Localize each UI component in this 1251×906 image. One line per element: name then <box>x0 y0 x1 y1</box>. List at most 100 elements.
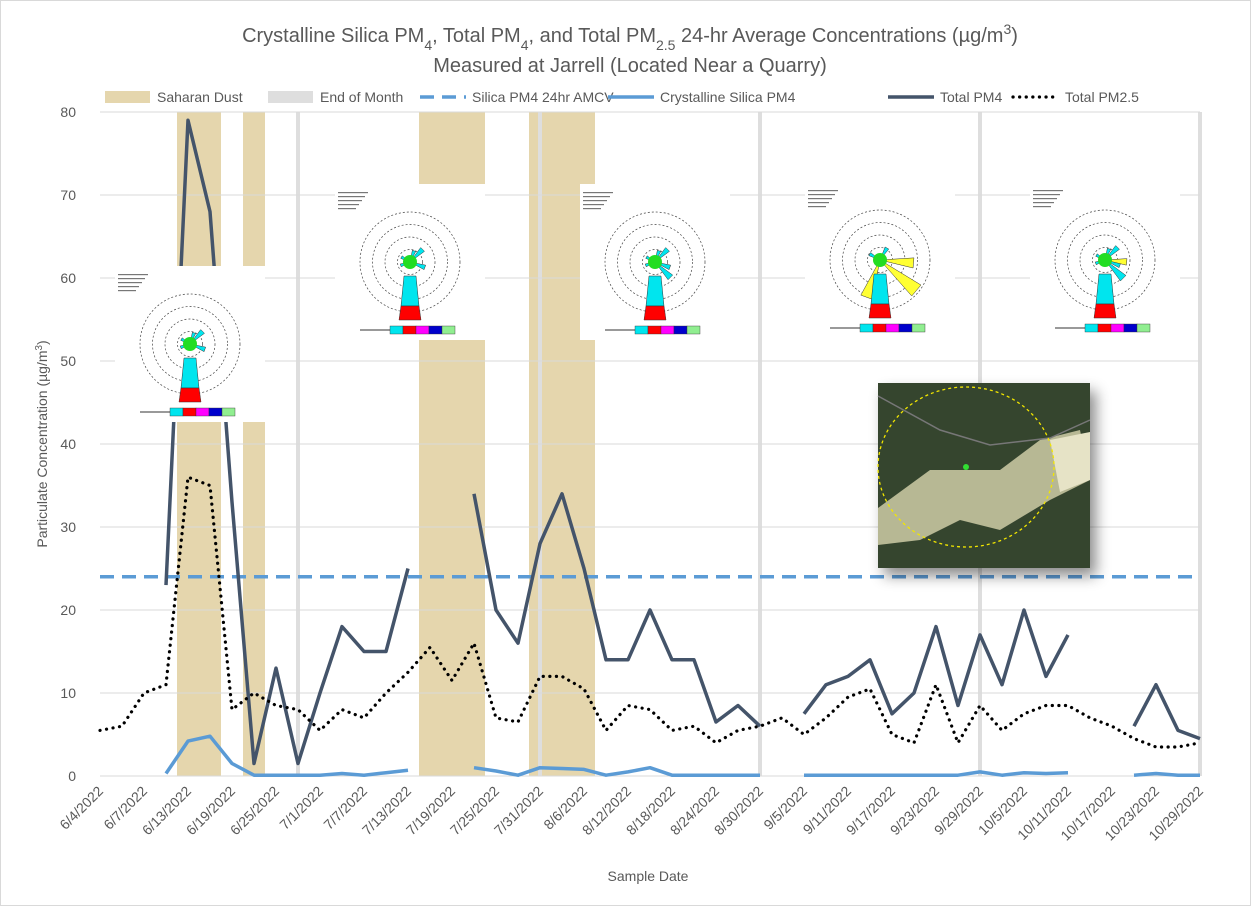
text-run: 3 <box>1003 21 1011 37</box>
wind-rose-scale <box>912 324 925 332</box>
wind-rose-caption <box>1033 206 1051 207</box>
wind-rose-scale <box>183 408 196 416</box>
wind-rose-scale <box>873 324 886 332</box>
legend-swatch <box>105 91 150 103</box>
wind-rose <box>805 182 955 338</box>
y-tick-label: 70 <box>60 187 76 203</box>
wind-rose-caption <box>338 204 359 205</box>
wind-rose-scale <box>196 408 209 416</box>
wind-rose-caption <box>808 194 835 195</box>
chart-subtitle: Measured at Jarrell (Located Near a Quar… <box>433 55 827 77</box>
wind-rose-center <box>873 253 887 267</box>
legend-swatch <box>268 91 313 103</box>
y-tick-label: 40 <box>60 436 76 452</box>
wind-rose-caption <box>118 282 142 283</box>
wind-rose-scale <box>1124 324 1137 332</box>
wind-rose-caption <box>1033 190 1063 191</box>
wind-rose-caption <box>118 278 145 279</box>
wind-rose-scale <box>886 324 899 332</box>
wind-rose-caption <box>1033 198 1057 199</box>
y-axis-label: Particulate Concentration (µg/m3) <box>34 340 51 547</box>
y-tick-label: 50 <box>60 353 76 369</box>
wind-rose-scale <box>416 326 429 334</box>
wind-rose-caption <box>583 204 604 205</box>
wind-rose-scale <box>1111 324 1124 332</box>
text-run: 2.5 <box>656 37 676 53</box>
wind-rose-petal <box>646 276 664 306</box>
wind-rose-caption <box>808 206 826 207</box>
wind-rose-petal <box>1094 304 1116 318</box>
wind-rose-caption <box>583 192 613 193</box>
legend-label: Total PM4 <box>940 89 1002 105</box>
wind-rose-caption <box>1033 202 1054 203</box>
wind-rose-caption <box>583 196 610 197</box>
legend-label: Silica PM4 24hr AMCV <box>472 89 614 105</box>
y-tick-label: 80 <box>60 104 76 120</box>
wind-rose-caption <box>338 192 368 193</box>
wind-rose-scale <box>390 326 403 334</box>
wind-rose-petal <box>401 276 419 306</box>
wind-rose-caption <box>808 198 832 199</box>
wind-rose-caption <box>583 200 607 201</box>
y-tick-label: 20 <box>60 602 76 618</box>
wind-rose <box>115 266 265 422</box>
wind-rose-scale <box>403 326 416 334</box>
wind-rose-petal <box>871 274 889 304</box>
wind-rose-center <box>183 337 197 351</box>
wind-rose-scale <box>170 408 183 416</box>
text-run: , Total PM <box>432 25 521 47</box>
wind-rose-caption <box>338 208 356 209</box>
wind-rose-center <box>648 255 662 269</box>
legend-label: Saharan Dust <box>157 89 243 105</box>
text-run: Crystalline Silica PM <box>242 25 424 47</box>
page: Crystalline Silica PM4, Total PM4, and T… <box>0 0 1251 906</box>
wind-rose-scale <box>648 326 661 334</box>
wind-rose-scale <box>429 326 442 334</box>
wind-rose-petal <box>644 306 666 320</box>
wind-rose-caption <box>338 200 362 201</box>
text-run: ) <box>1011 25 1018 47</box>
text-run: 4 <box>424 37 432 53</box>
wind-rose-petal <box>181 358 199 388</box>
wind-rose-caption <box>118 274 148 275</box>
wind-rose-petal <box>399 306 421 320</box>
wind-rose-center <box>403 255 417 269</box>
text-run: 24-hr Average Concentrations (µg/m <box>675 25 1003 47</box>
legend-label: Total PM2.5 <box>1065 89 1139 105</box>
wind-rose-scale <box>1098 324 1111 332</box>
wind-rose <box>335 184 485 340</box>
legend-label: End of Month <box>320 89 403 105</box>
wind-rose-center <box>1098 253 1112 267</box>
wind-rose-scale <box>209 408 222 416</box>
wind-rose-petal <box>1096 274 1114 304</box>
y-tick-label: 30 <box>60 519 76 535</box>
wind-rose-caption <box>1033 194 1060 195</box>
wind-rose-scale <box>860 324 873 332</box>
text-run: 4 <box>521 37 529 53</box>
wind-rose-scale <box>674 326 687 334</box>
text-run: , and Total PM <box>529 25 656 47</box>
wind-rose-petal <box>869 304 891 318</box>
wind-rose-petal <box>179 388 201 402</box>
wind-rose-caption <box>808 190 838 191</box>
wind-rose-scale <box>442 326 455 334</box>
wind-rose-caption <box>583 208 601 209</box>
wind-rose-scale <box>1085 324 1098 332</box>
wind-rose-scale <box>661 326 674 334</box>
wind-rose-scale <box>899 324 912 332</box>
wind-rose-caption <box>118 290 136 291</box>
wind-rose <box>580 184 730 340</box>
wind-rose-caption <box>808 202 829 203</box>
y-tick-label: 0 <box>68 768 76 784</box>
x-axis-label: Sample Date <box>608 868 689 884</box>
text-run: Particulate Concentration (µg/m <box>34 350 50 547</box>
y-tick-label: 10 <box>60 685 76 701</box>
wind-rose-scale <box>1137 324 1150 332</box>
wind-rose-caption <box>338 196 365 197</box>
wind-rose <box>1030 182 1180 338</box>
wind-rose-scale <box>687 326 700 334</box>
y-tick-label: 60 <box>60 270 76 286</box>
wind-rose-caption <box>118 286 139 287</box>
text-run: ) <box>34 340 50 345</box>
satellite-inset <box>878 383 1090 568</box>
